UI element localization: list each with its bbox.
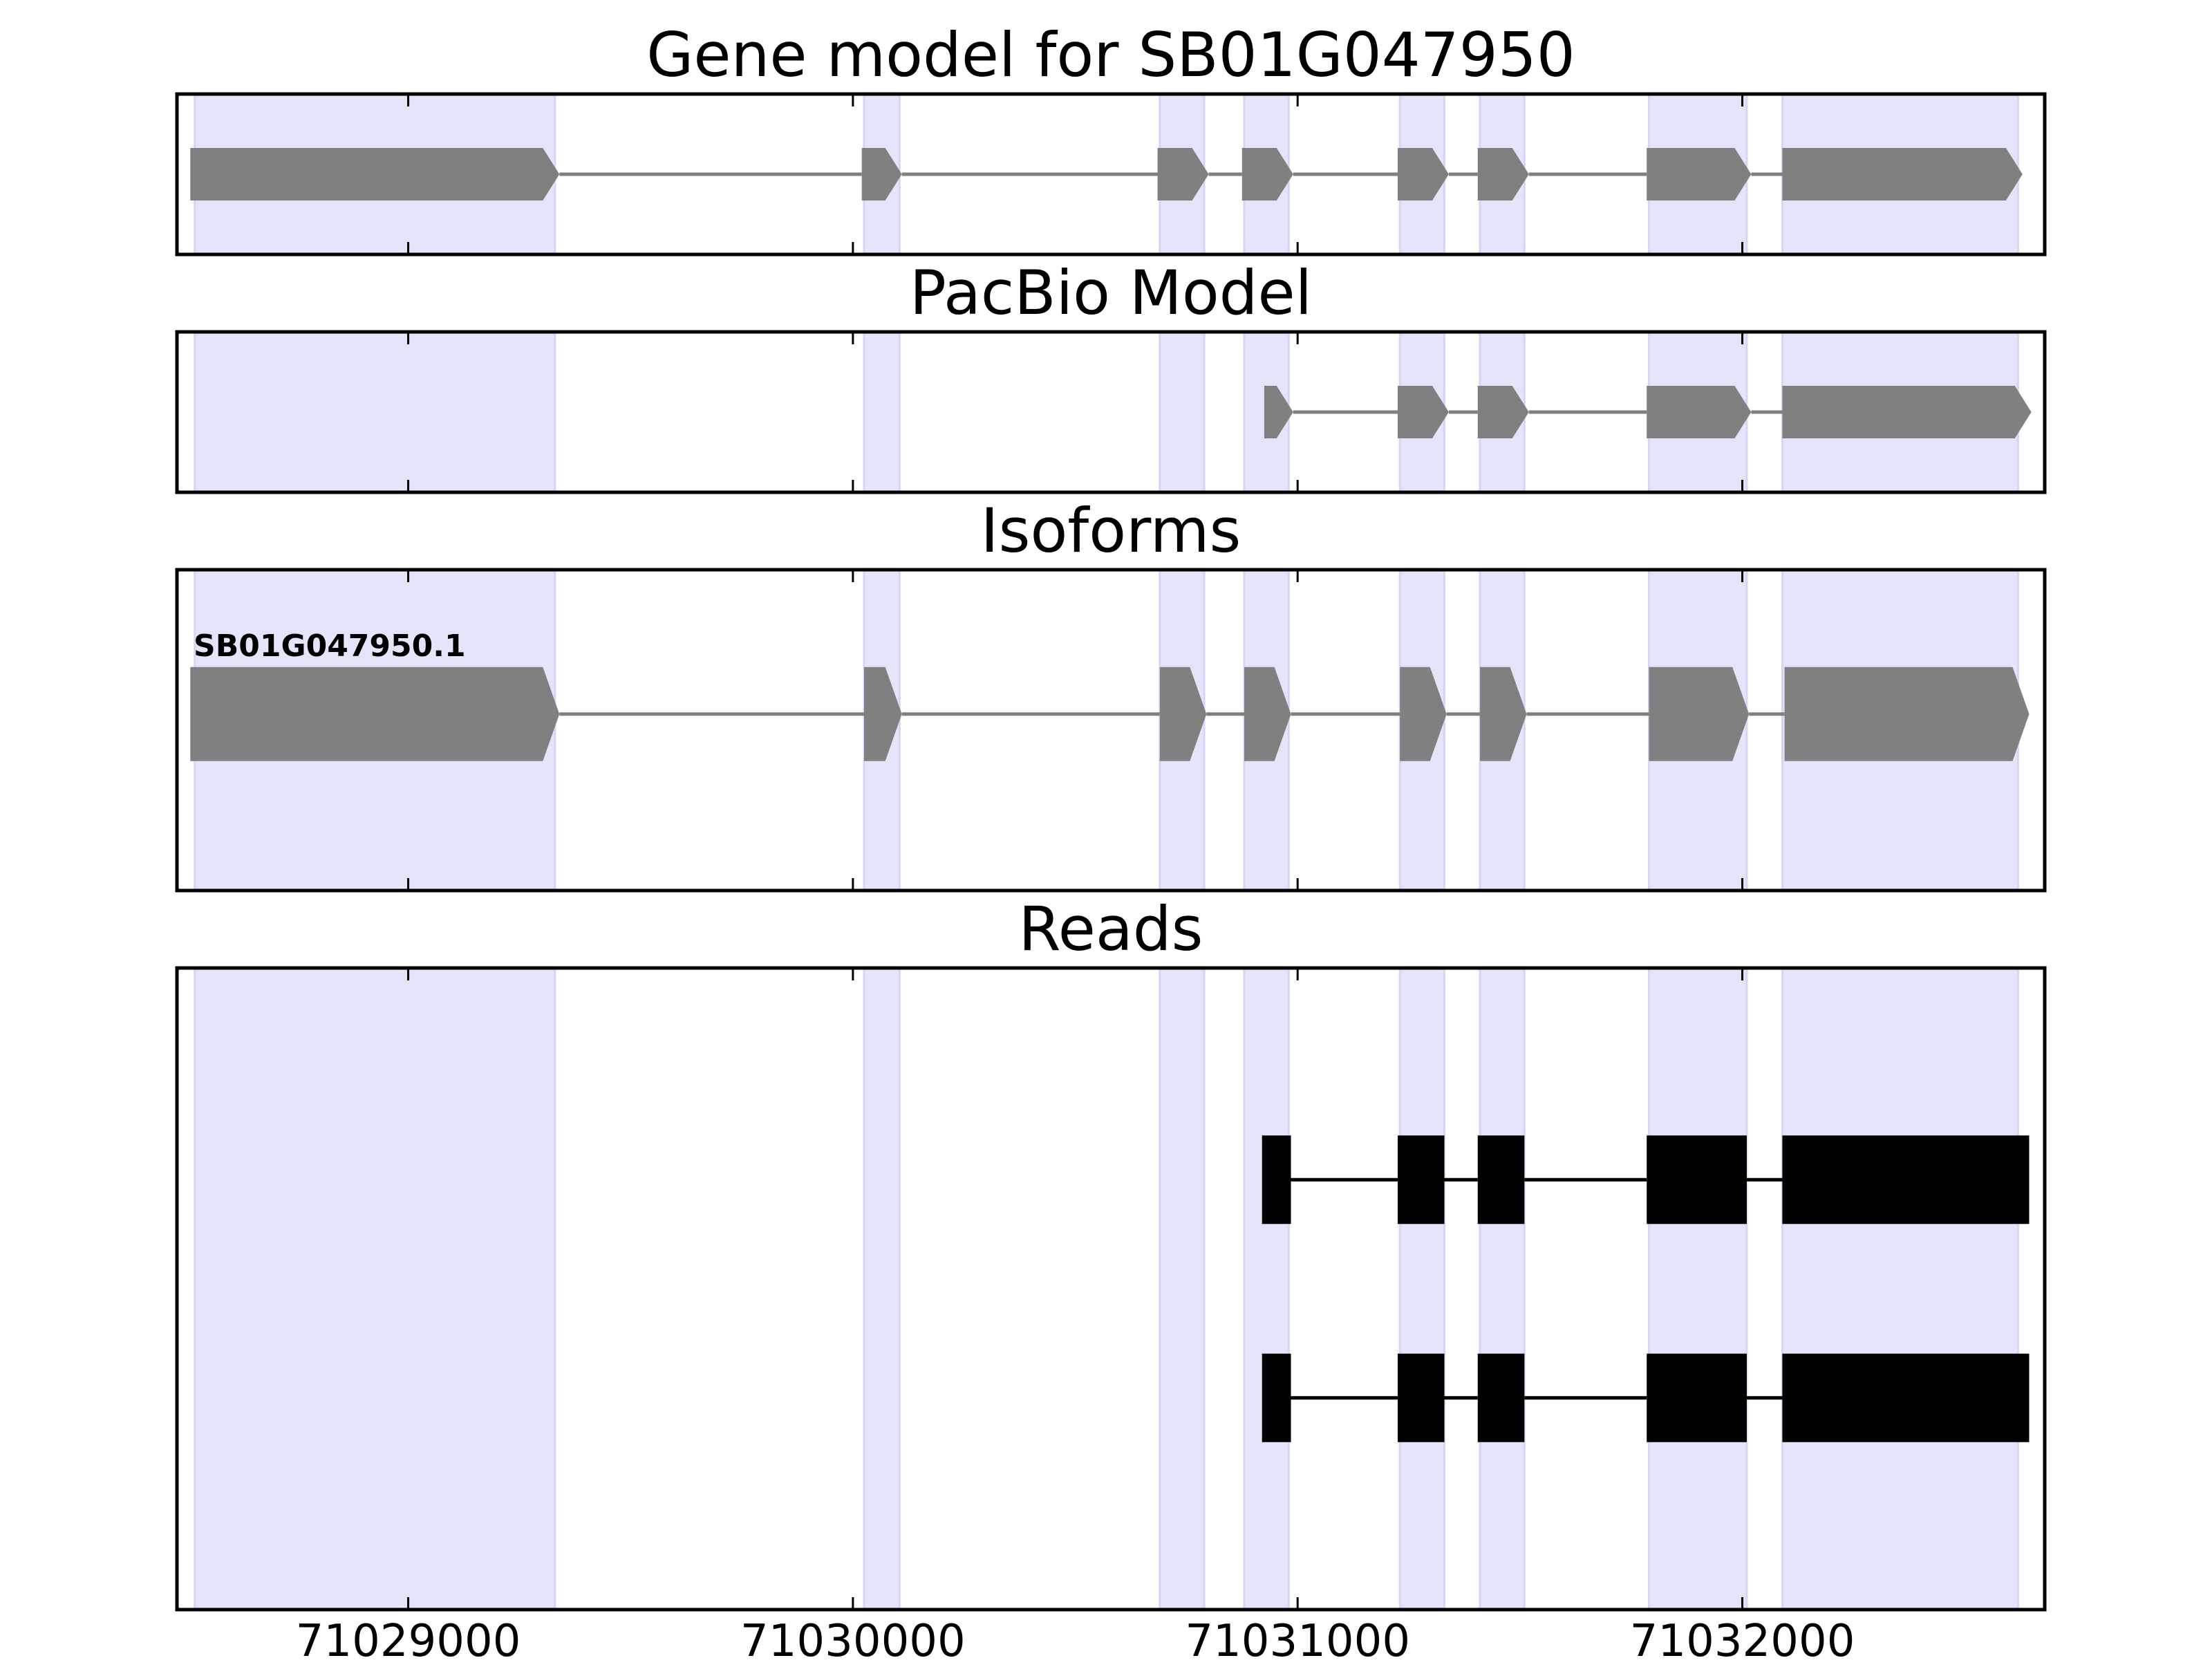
- read-exon-block: [1397, 1135, 1445, 1224]
- read-exon-block: [1647, 1135, 1747, 1224]
- exon-arrow: [1241, 148, 1293, 201]
- read-exon-block: [1477, 1353, 1525, 1442]
- panel-frame: [175, 330, 2047, 494]
- exon-shading-region: [194, 330, 556, 494]
- read-exon-block: [1782, 1135, 2030, 1224]
- exon-arrow: [1647, 386, 1752, 438]
- exon-arrow: [1157, 148, 1209, 201]
- panel-title: Gene model for SB01G047950: [646, 19, 1575, 91]
- isoform-label: SB01G047950.1: [194, 628, 466, 664]
- read-exon-block: [1477, 1135, 1525, 1224]
- panel-frame: [175, 966, 2047, 1612]
- exon-arrow: [1649, 667, 1750, 761]
- exon-arrow: [1479, 667, 1527, 761]
- panel-title: PacBio Model: [909, 257, 1313, 328]
- exon-arrow: [1782, 148, 2023, 201]
- panel-pacbio_model: [175, 330, 2047, 494]
- exon-arrow: [1244, 667, 1291, 761]
- panel-isoforms: [175, 568, 2047, 893]
- exon-arrow: [1397, 386, 1449, 438]
- exon-arrow: [1782, 386, 2032, 438]
- exon-shading-region: [1398, 967, 1445, 1611]
- exon-arrow: [1400, 667, 1447, 761]
- exon-shading-region: [1159, 330, 1206, 494]
- panel-title: Isoforms: [980, 495, 1241, 566]
- exon-arrow: [1477, 386, 1529, 438]
- exon-arrow: [190, 667, 560, 761]
- exon-shading-region: [1647, 967, 1748, 1611]
- exon-arrow: [1647, 148, 1752, 201]
- exon-shading-region: [194, 967, 556, 1611]
- exon-shading-region: [1159, 967, 1206, 1611]
- read-exon-block: [1782, 1353, 2030, 1442]
- exon-shading-region: [863, 330, 901, 494]
- x-tick-label: 71030000: [740, 1616, 966, 1667]
- exon-arrow: [1477, 148, 1529, 201]
- read-exon-block: [1397, 1353, 1445, 1442]
- exon-arrow: [1397, 148, 1449, 201]
- exon-arrow: [1159, 667, 1207, 761]
- exon-arrow: [1264, 386, 1293, 438]
- read-exon-block: [1647, 1353, 1747, 1442]
- x-tick-label: 71029000: [295, 1616, 521, 1667]
- panel-frame: [175, 568, 2047, 893]
- panel-reads: [175, 966, 2047, 1612]
- read-exon-block: [1262, 1353, 1291, 1442]
- exon-shading-region: [1781, 967, 2019, 1611]
- panel-frame: [175, 92, 2047, 257]
- exon-arrow: [190, 148, 560, 201]
- exon-shading-region: [1479, 967, 1526, 1611]
- read-exon-block: [1262, 1135, 1291, 1224]
- x-tick-label: 71031000: [1185, 1616, 1411, 1667]
- exon-arrow: [863, 667, 902, 761]
- exon-arrow: [861, 148, 902, 201]
- x-tick-label: 71032000: [1629, 1616, 1855, 1667]
- panel-title: Reads: [1018, 893, 1203, 965]
- exon-arrow: [1784, 667, 2030, 761]
- panel-gene_model: [175, 92, 2047, 257]
- exon-shading-region: [1243, 967, 1290, 1611]
- exon-shading-region: [863, 967, 901, 1611]
